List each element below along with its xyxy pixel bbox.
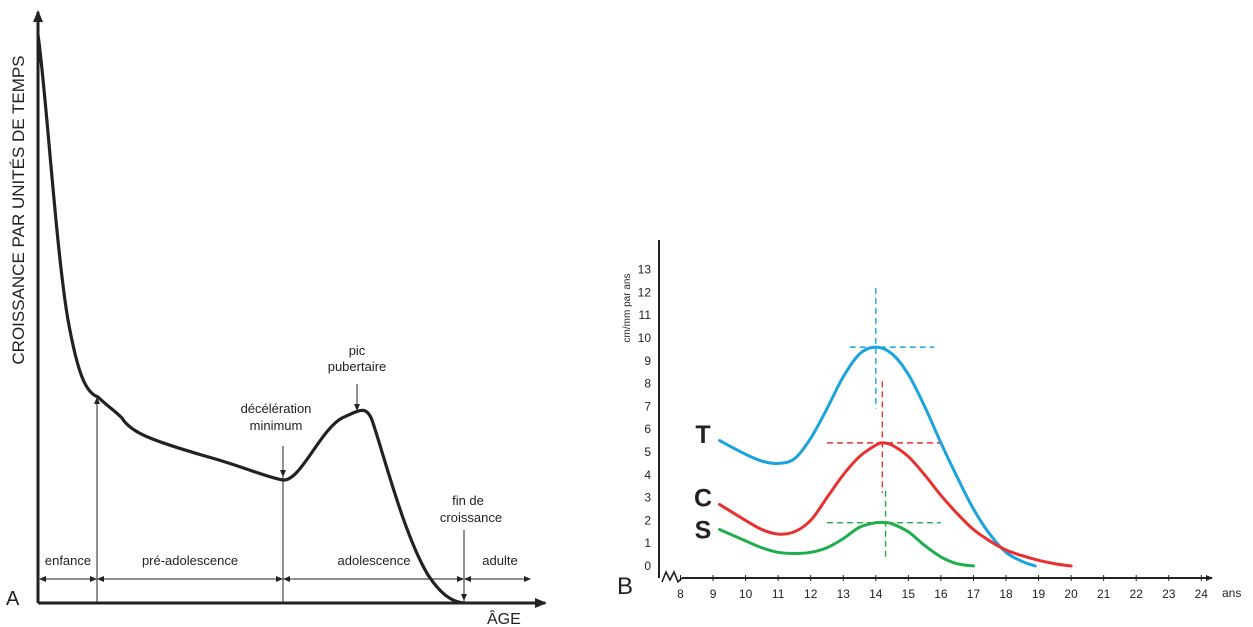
- y-tick-label: 4: [644, 468, 651, 482]
- x-tick-label: 16: [934, 587, 948, 601]
- panel-b-series: [718, 345, 1073, 568]
- panel-a-letter: A: [6, 588, 20, 610]
- x-tick-label: 21: [1097, 587, 1111, 601]
- x-tick-label: 18: [999, 587, 1013, 601]
- panel-b: B cm/mm par ans ans 8 9 10 11 12 13 14 15 16 17 18…: [617, 240, 1241, 601]
- phase-label-preadolescence: pré-adolescence: [142, 553, 238, 568]
- x-tick-label: 19: [1032, 587, 1046, 601]
- y-tick-label: 0: [644, 559, 651, 573]
- annotation-peak-line1: pic: [349, 343, 366, 358]
- panel-b-axis-break: [661, 570, 683, 584]
- annotation-decel: décélération minimum: [241, 401, 312, 433]
- series-label-T: T: [695, 421, 710, 449]
- phase-label-adulte: adulte: [482, 553, 517, 568]
- panel-b-letter: B: [617, 573, 633, 600]
- annotation-end: fin de croissance: [440, 493, 502, 525]
- series-line-S: [718, 520, 975, 568]
- annotation-end-line2: croissance: [440, 510, 502, 525]
- panel-a-y-label: CROISSANCE PAR UNITÉS DE TEMPS: [9, 55, 28, 364]
- phase-label-adolescence: adolescence: [338, 553, 411, 568]
- y-tick-label: 5: [644, 445, 651, 459]
- series-line-T: [718, 345, 1037, 568]
- y-tick-label: 2: [644, 513, 651, 527]
- x-tick-label: 12: [804, 587, 818, 601]
- y-tick-label: 6: [644, 422, 651, 436]
- x-tick-label: 17: [967, 587, 981, 601]
- x-tick-label: 14: [869, 587, 883, 601]
- phase-label-enfance: enfance: [45, 553, 91, 568]
- panel-b-y-label: cm/mm par ans: [622, 274, 633, 343]
- x-tick-label: 15: [902, 587, 916, 601]
- x-tick-label: 10: [739, 587, 753, 601]
- y-tick-label: 3: [644, 491, 651, 505]
- y-tick-label: 7: [644, 399, 651, 413]
- panel-b-x-ticks: 8 9 10 11 12 13 14 15 16 17 18 19 20 21 22 23 24: [677, 575, 1208, 601]
- series-label-C: C: [694, 485, 712, 513]
- x-tick-label: 8: [677, 587, 684, 601]
- panel-a: CROISSANCE PAR UNITÉS DE TEMPS ÂGE A déc…: [6, 10, 547, 627]
- y-tick-label: 11: [639, 308, 652, 322]
- x-tick-label: 22: [1130, 587, 1144, 601]
- y-tick-label: 1: [644, 536, 651, 550]
- x-tick-label: 24: [1195, 587, 1209, 601]
- panel-b-peak-guides: [826, 287, 941, 560]
- annotation-peak: pic pubertaire: [328, 343, 387, 374]
- x-tick-label: 13: [837, 587, 851, 601]
- annotation-decel-line1: décélération: [241, 401, 312, 416]
- panel-a-x-label: ÂGE: [487, 609, 521, 627]
- annotation-decel-line2: minimum: [250, 418, 303, 433]
- x-tick-label: 11: [772, 587, 785, 601]
- series-line-C: [718, 441, 1073, 568]
- panel-b-series-labels: T CS: [694, 421, 712, 545]
- y-tick-label: 10: [638, 331, 652, 345]
- x-tick-label: 23: [1162, 587, 1176, 601]
- y-tick-label: 12: [638, 285, 652, 299]
- annotation-end-line1: fin de: [452, 493, 484, 508]
- y-tick-label: 8: [644, 377, 651, 391]
- y-tick-label: 9: [644, 354, 651, 368]
- y-tick-label: 13: [638, 263, 652, 277]
- annotation-peak-line2: pubertaire: [328, 359, 387, 374]
- panel-b-x-label: ans: [1222, 586, 1241, 600]
- x-tick-label: 9: [710, 587, 717, 601]
- x-tick-label: 20: [1064, 587, 1078, 601]
- series-label-S: S: [695, 517, 712, 545]
- panel-a-growth-curve: [36, 34, 464, 605]
